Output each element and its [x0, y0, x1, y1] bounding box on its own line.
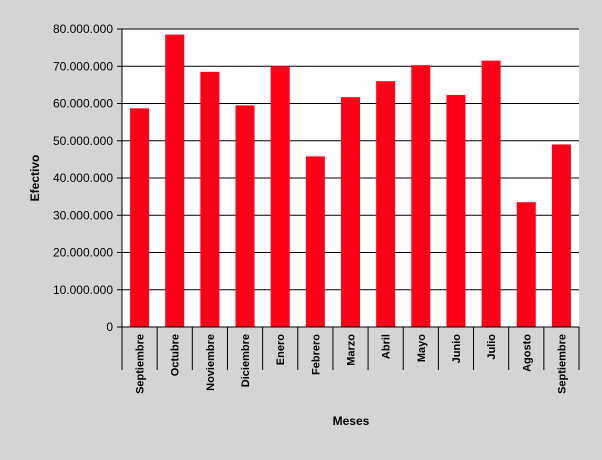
x-tick-label: Septiembre — [135, 334, 147, 394]
x-tick-label: Julio — [486, 334, 498, 360]
bar — [341, 97, 360, 327]
y-tick-label: 0 — [106, 320, 113, 334]
bar — [481, 60, 501, 327]
bar — [130, 108, 150, 327]
x-tick-label: Enero — [275, 334, 287, 365]
bars — [130, 34, 571, 328]
x-tick-label: Marzo — [346, 334, 358, 366]
x-tick-label: Febrero — [310, 334, 322, 375]
axes — [117, 28, 580, 370]
bar — [516, 202, 536, 327]
y-tick-label: 40.000.000 — [53, 171, 113, 185]
y-tick-label: 10.000.000 — [53, 283, 113, 297]
x-tick-labels: Septiembre Octubre Noviembre Diciembre Enero… — [135, 334, 569, 394]
x-tick-label: Agosto — [521, 334, 533, 372]
y-tick-label: 60.000.000 — [53, 97, 113, 111]
y-tick-label: 20.000.000 — [53, 246, 113, 260]
bar — [411, 65, 431, 327]
x-tick-label: Junio — [451, 334, 463, 364]
y-axis-title: Efectivo — [28, 155, 42, 202]
y-tick-label: 80.000.000 — [53, 22, 113, 36]
bar — [235, 105, 255, 327]
x-tick-label: Noviembre — [205, 334, 217, 391]
bar — [305, 156, 325, 327]
bar — [270, 66, 290, 327]
x-axis-title: Meses — [333, 414, 370, 428]
x-tick-label: Mayo — [416, 334, 428, 362]
y-tick-label: 30.000.000 — [53, 208, 113, 222]
bar — [376, 81, 396, 328]
x-tick-label: Abril — [381, 334, 393, 359]
x-tick-label: Diciembre — [240, 334, 252, 387]
x-tick-label: Septiembre — [556, 334, 568, 394]
x-tick-label: Octubre — [170, 334, 182, 376]
y-tick-label: 70.000.000 — [53, 59, 113, 73]
bar — [165, 34, 185, 328]
y-tick-label: 50.000.000 — [53, 134, 113, 148]
bar — [200, 71, 220, 328]
bar — [446, 94, 466, 328]
bar — [551, 144, 571, 327]
y-tick-labels: 0 10.000.000 20.000.000 30.000.000 40.000.00… — [53, 22, 113, 334]
